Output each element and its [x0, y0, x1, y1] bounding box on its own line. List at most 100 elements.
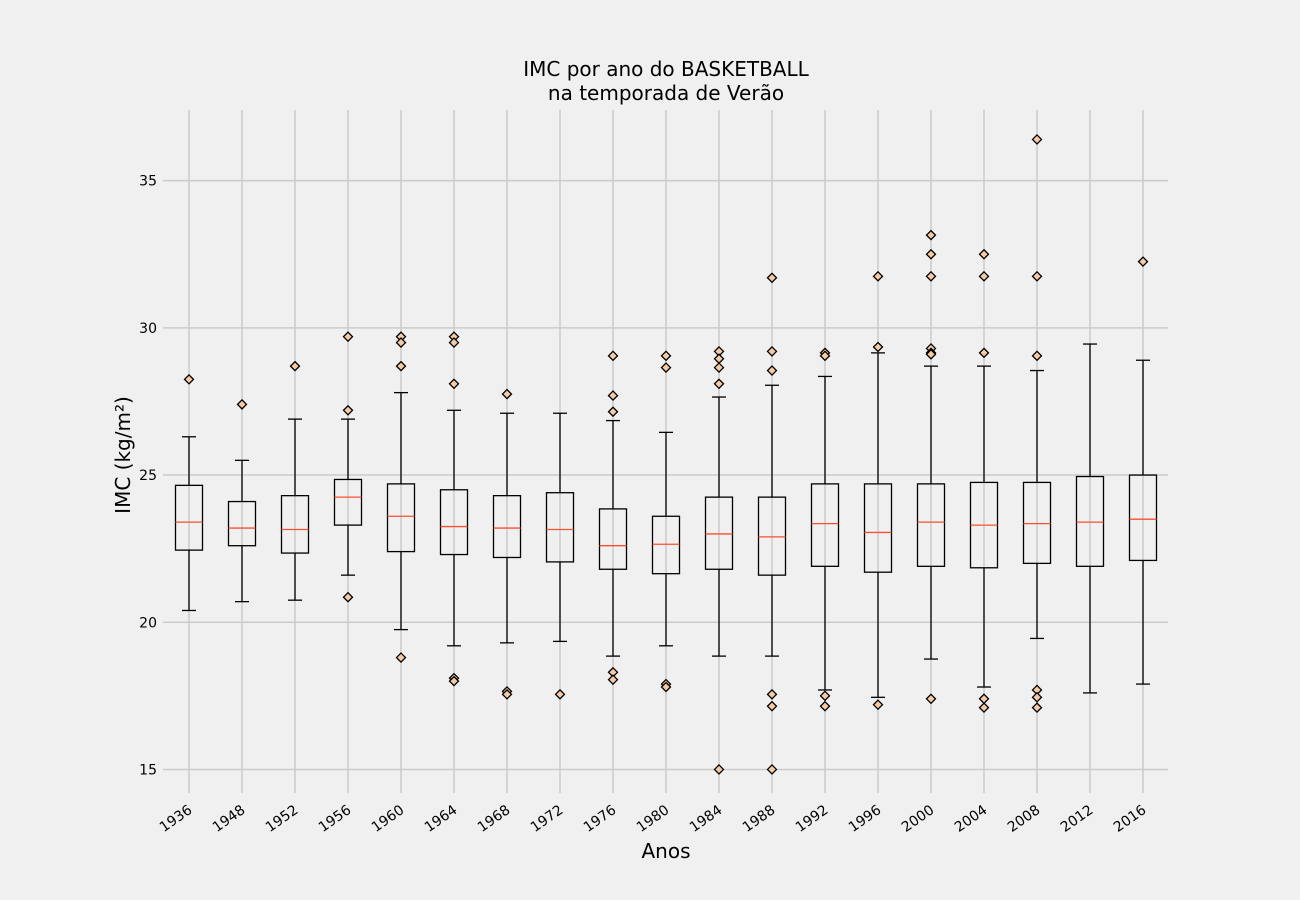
x-tick-label: 1984 — [687, 802, 725, 836]
outlier-point — [236, 398, 248, 410]
outlier-point — [978, 248, 990, 260]
outlier-point — [607, 406, 619, 418]
outlier-point — [501, 688, 513, 700]
x-tick-label: 1992 — [793, 802, 831, 836]
iqr-box — [227, 500, 257, 547]
box-group — [916, 229, 946, 705]
outlier-point — [925, 248, 937, 260]
iqr-box — [333, 478, 363, 526]
x-tick-label: 2004 — [952, 802, 990, 836]
outlier-point — [713, 362, 725, 374]
y-tick-label: 30 — [139, 321, 157, 337]
x-axis-label: Anos — [641, 839, 690, 863]
iqr-box — [863, 483, 893, 573]
outlier-point — [448, 378, 460, 390]
outlier-point — [766, 764, 778, 775]
outlier-point — [766, 365, 778, 376]
box-group — [810, 347, 840, 712]
outlier-point — [925, 693, 937, 705]
outlier-point — [925, 229, 937, 241]
box-group — [174, 373, 204, 612]
box-group — [863, 270, 893, 711]
x-tick-label: 1980 — [634, 802, 672, 836]
box-group — [1128, 256, 1158, 685]
x-tick-label: 1976 — [581, 802, 619, 836]
outlier-point — [607, 350, 619, 362]
outlier-point — [660, 362, 672, 374]
iqr-box — [174, 484, 204, 551]
x-tick-label: 1968 — [475, 802, 513, 836]
x-tick-label: 2016 — [1111, 802, 1149, 836]
iqr-box — [1075, 475, 1105, 567]
outlier-point — [766, 272, 778, 284]
iqr-box — [492, 495, 522, 559]
iqr-box — [651, 515, 681, 575]
outlier-point — [872, 699, 884, 711]
outlier-point — [978, 702, 990, 714]
iqr-box — [545, 492, 575, 563]
outlier-point — [978, 270, 990, 282]
iqr-box — [704, 496, 734, 570]
x-tick-label: 1960 — [369, 802, 407, 836]
box-group — [439, 331, 469, 687]
outlier-point — [713, 764, 725, 775]
outlier-point — [819, 700, 831, 712]
box-layer — [174, 134, 1158, 775]
outlier-point — [1031, 270, 1043, 282]
iqr-box — [757, 496, 787, 576]
outlier-point — [660, 350, 672, 362]
x-tick-label: 1988 — [740, 802, 778, 836]
box-group — [386, 331, 416, 663]
outlier-point — [342, 404, 354, 416]
iqr-box — [598, 508, 628, 570]
outlier-point — [1137, 256, 1149, 268]
iqr-box — [916, 483, 946, 567]
outlier-point — [925, 270, 937, 282]
outlier-point — [395, 652, 407, 663]
outlier-point — [395, 360, 407, 372]
y-tick-label: 25 — [139, 468, 157, 484]
outlier-point — [607, 674, 619, 686]
iqr-box — [1022, 481, 1052, 565]
outlier-point — [342, 591, 354, 603]
x-tick-label: 2012 — [1058, 802, 1096, 836]
box-group — [1075, 343, 1105, 694]
outlier-point — [342, 331, 354, 343]
box-group — [704, 345, 734, 775]
outlier-point — [713, 378, 725, 390]
outlier-point — [1031, 691, 1043, 703]
box-group — [1022, 134, 1052, 714]
outlier-point — [766, 345, 778, 357]
outlier-point — [554, 688, 566, 700]
x-tick-label: 1936 — [157, 802, 195, 836]
outlier-point — [1031, 350, 1043, 362]
x-tick-label: 1952 — [263, 802, 301, 836]
box-group — [492, 388, 522, 700]
outlier-point — [607, 390, 619, 401]
iqr-box — [810, 483, 840, 567]
chart-title-line1: IMC por ano do BASKETBALL — [523, 57, 809, 81]
outlier-point — [660, 681, 672, 693]
outlier-point — [925, 348, 937, 360]
outlier-point — [289, 360, 301, 372]
outlier-point — [448, 675, 460, 687]
x-tick-label: 2008 — [1005, 802, 1043, 836]
y-tick-label: 15 — [139, 762, 157, 778]
y-tick-label: 20 — [139, 615, 157, 631]
x-tick-label: 1956 — [316, 802, 354, 836]
x-tick-label: 2000 — [899, 802, 937, 836]
iqr-box — [280, 495, 310, 554]
outlier-point — [501, 388, 513, 400]
outlier-point — [395, 337, 407, 348]
x-tick-label: 1972 — [528, 802, 566, 836]
box-group — [757, 272, 787, 775]
box-group — [227, 398, 257, 603]
outlier-point — [978, 693, 990, 705]
outlier-point — [1031, 702, 1043, 714]
box-group — [598, 350, 628, 686]
outlier-point — [183, 373, 195, 385]
x-tick-label: 1964 — [422, 802, 460, 836]
outlier-point — [1031, 134, 1043, 145]
